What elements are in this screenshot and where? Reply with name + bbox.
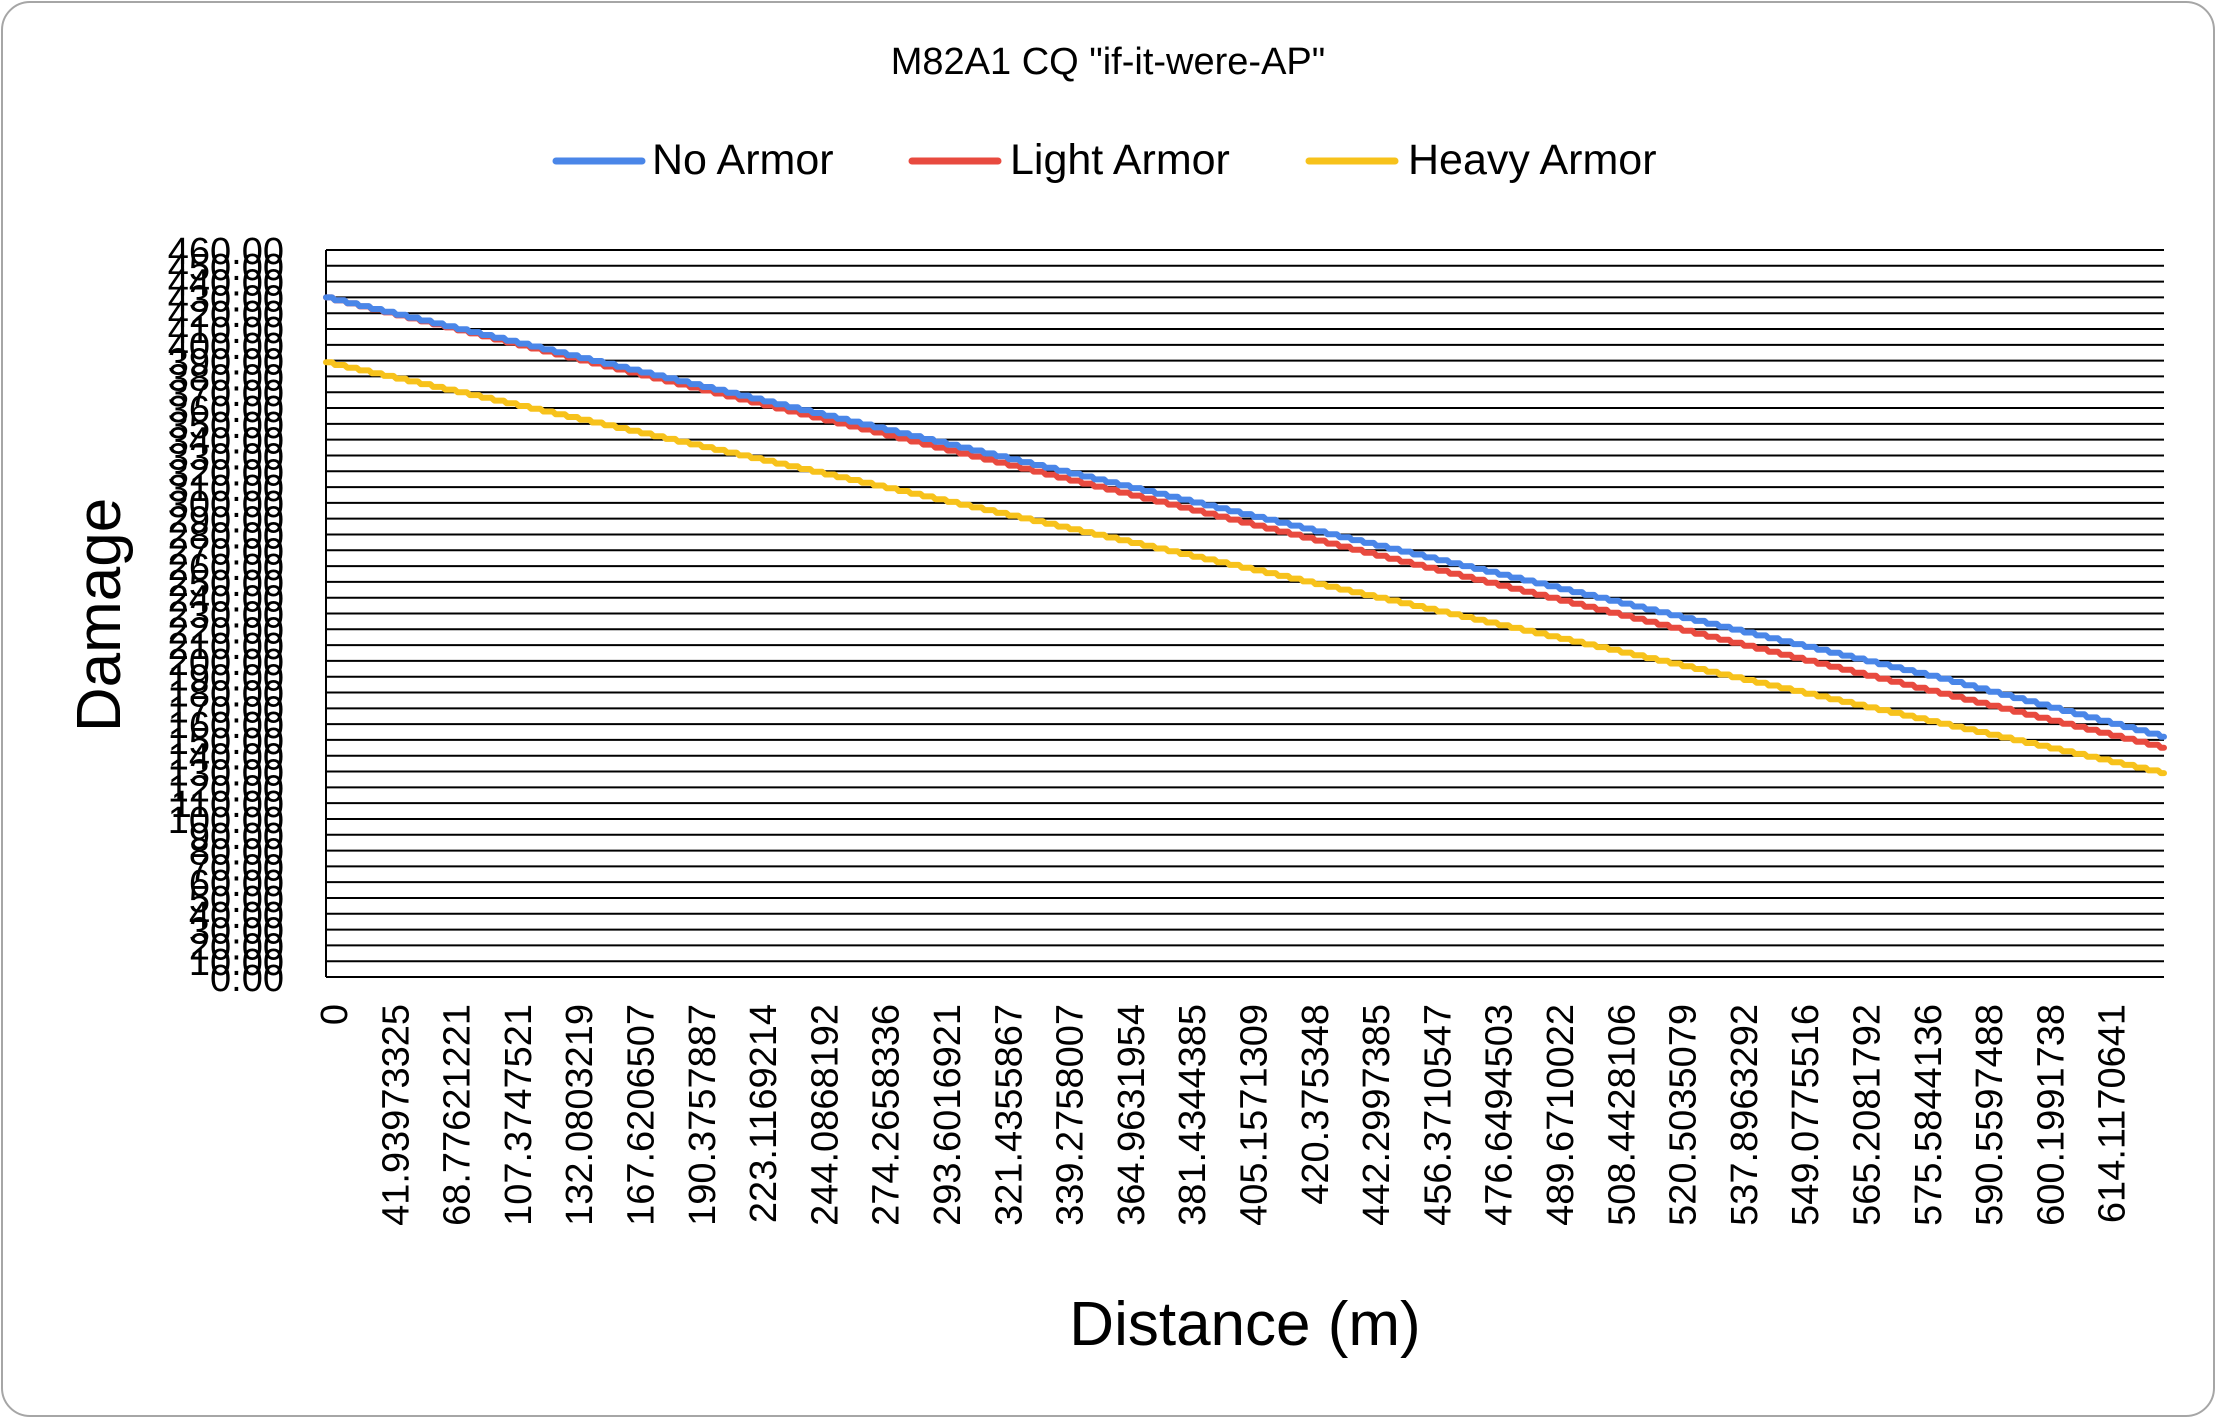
x-tick-label: 489.6710022 <box>1540 1004 1582 1226</box>
legend-label-light-armor: Light Armor <box>1010 136 1230 184</box>
x-tick-label: 190.3757887 <box>682 1004 724 1226</box>
y-axis-tick-labels: 0.0010.0020.0030.0040.0050.0060.0070.008… <box>168 231 284 1000</box>
x-tick-label: 537.8963292 <box>1724 1004 1766 1226</box>
y-tick-label: 330.00 <box>168 436 284 478</box>
x-tick-label: 575.5844136 <box>1908 1004 1950 1226</box>
y-tick-label: 90.00 <box>189 816 284 858</box>
x-tick-label: 508.4428106 <box>1601 1004 1643 1226</box>
y-tick-label: 380.00 <box>168 357 284 399</box>
y-tick-label: 180.00 <box>168 674 284 716</box>
y-tick-label: 150.00 <box>168 721 284 763</box>
y-tick-label: 260.00 <box>168 547 284 589</box>
legend-label-no-armor: No Armor <box>652 136 834 184</box>
x-tick-label: 520.5035079 <box>1663 1004 1705 1226</box>
y-tick-label: 50.00 <box>189 879 284 921</box>
y-tick-label: 440.00 <box>168 263 284 305</box>
series-lines <box>323 294 2167 777</box>
x-tick-label: 614.1170641 <box>2092 1004 2134 1223</box>
y-tick-label: 250.00 <box>168 563 284 605</box>
x-tick-label: 476.6494503 <box>1479 1004 1521 1226</box>
series-line-no-armor <box>323 294 2167 740</box>
x-tick-label: 68.77621221 <box>437 1004 479 1226</box>
y-tick-label: 280.00 <box>168 515 284 557</box>
x-tick-label: 549.0775516 <box>1785 1004 1827 1226</box>
x-tick-label: 600.1991738 <box>2030 1004 2072 1226</box>
y-tick-label: 70.00 <box>189 847 284 889</box>
y-tick-label: 360.00 <box>168 389 284 431</box>
series-line-heavy-armor <box>323 359 2167 777</box>
x-tick-label: 223.1169214 <box>743 1004 785 1223</box>
y-tick-label: 270.00 <box>168 531 284 573</box>
y-tick-label: 100.00 <box>168 800 284 842</box>
x-tick-label: 293.6016921 <box>927 1004 969 1226</box>
y-tick-label: 40.00 <box>189 895 284 937</box>
x-tick-label: 339.2758007 <box>1050 1004 1092 1226</box>
y-tick-label: 0.00 <box>210 958 284 1000</box>
y-tick-label: 200.00 <box>168 642 284 684</box>
y-tick-label: 400.00 <box>168 326 284 368</box>
y-tick-label: 220.00 <box>168 610 284 652</box>
y-tick-label: 350.00 <box>168 405 284 447</box>
y-tick-label: 310.00 <box>168 468 284 510</box>
y-tick-label: 190.00 <box>168 658 284 700</box>
y-tick-label: 140.00 <box>168 737 284 779</box>
y-tick-label: 20.00 <box>189 926 284 968</box>
y-tick-label: 160.00 <box>168 705 284 747</box>
y-tick-label: 410.00 <box>168 310 284 352</box>
y-tick-label: 230.00 <box>168 595 284 637</box>
y-axis-label: Damage <box>65 498 134 732</box>
x-tick-label: 0 <box>314 1004 356 1025</box>
x-axis-tick-labels: 0 41.93973325 68.77621221 107.3747521 132.08… <box>314 1004 2134 1226</box>
y-tick-label: 80.00 <box>189 832 284 874</box>
y-tick-label: 340.00 <box>168 421 284 463</box>
y-tick-label: 320.00 <box>168 452 284 494</box>
gridlines <box>325 249 2164 978</box>
x-tick-label: 364.9631954 <box>1111 1004 1153 1226</box>
legend-label-heavy-armor: Heavy Armor <box>1408 136 1657 184</box>
y-tick-label: 390.00 <box>168 342 284 384</box>
x-axis-label: Distance (m) <box>1069 1290 1420 1359</box>
y-tick-label: 370.00 <box>168 373 284 415</box>
y-tick-label: 30.00 <box>189 911 284 953</box>
legend: No Armor Light Armor Heavy Armor <box>552 136 1657 184</box>
y-tick-label: 420.00 <box>168 294 284 336</box>
x-tick-label: 132.0803219 <box>559 1004 601 1226</box>
y-tick-label: 450.00 <box>168 247 284 289</box>
y-tick-label: 110.00 <box>171 784 284 826</box>
x-tick-label: 321.4355867 <box>988 1004 1030 1226</box>
x-tick-label: 41.93973325 <box>375 1004 417 1226</box>
y-tick-label: 290.00 <box>168 500 284 542</box>
y-tick-label: 240.00 <box>168 579 284 621</box>
y-tick-label: 430.00 <box>168 278 284 320</box>
x-tick-label: 565.2081792 <box>1847 1004 1889 1226</box>
x-tick-label: 590.5597488 <box>1969 1004 2011 1226</box>
x-tick-label: 381.4344385 <box>1172 1004 1214 1226</box>
x-tick-label: 167.6206507 <box>621 1004 663 1226</box>
y-tick-label: 120.00 <box>168 768 284 810</box>
chart-title: M82A1 CQ "if-it-were-AP" <box>891 41 1326 83</box>
y-tick-label: 210.00 <box>168 626 284 668</box>
x-tick-label: 456.3710547 <box>1417 1004 1459 1226</box>
x-tick-label: 244.0868192 <box>804 1004 846 1226</box>
x-tick-label: 405.1571309 <box>1234 1004 1276 1226</box>
y-tick-label: 130.00 <box>168 753 284 795</box>
y-tick-label: 300.00 <box>168 484 284 526</box>
x-tick-label: 420.375348 <box>1295 1004 1337 1205</box>
x-tick-label: 274.2658336 <box>866 1004 908 1226</box>
y-tick-label: 170.00 <box>168 689 284 731</box>
x-tick-label: 107.3747521 <box>498 1004 540 1226</box>
y-tick-label: 10.00 <box>189 942 284 984</box>
y-tick-label: 460.00 <box>168 231 284 273</box>
x-tick-label: 442.2997385 <box>1356 1004 1398 1226</box>
y-tick-label: 60.00 <box>189 863 284 905</box>
